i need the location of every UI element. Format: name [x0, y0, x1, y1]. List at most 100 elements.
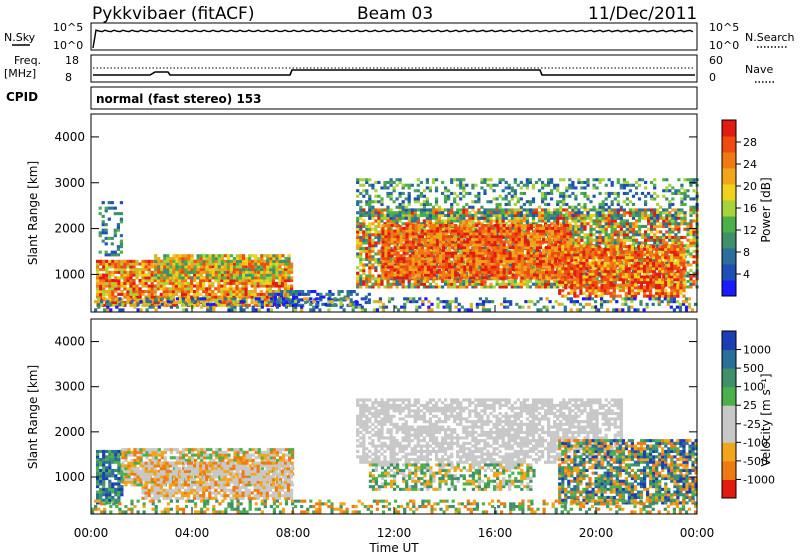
power-cell: [126, 287, 130, 291]
power-cell: [481, 251, 485, 255]
power-cell: [619, 219, 623, 223]
power-cell: [359, 230, 363, 234]
power-cell: [523, 273, 527, 277]
power-cell: [163, 257, 167, 261]
power-cell: [273, 301, 277, 305]
power-cell: [214, 301, 218, 305]
power-cell: [619, 208, 623, 212]
power-cell: [683, 282, 687, 286]
power-cell: [420, 224, 424, 228]
power-cell: [613, 238, 617, 242]
power-cell: [431, 255, 436, 259]
power-cell: [356, 266, 360, 270]
power-cell: [542, 251, 546, 255]
power-cell: [232, 259, 237, 263]
power-cell: [659, 230, 663, 234]
power-cell: [435, 246, 440, 250]
power-cell: [656, 208, 660, 212]
power-cell: [668, 227, 672, 231]
power-cell: [535, 262, 540, 266]
power-cell: [454, 248, 458, 252]
power-cell: [253, 279, 257, 283]
power-cell: [529, 273, 533, 277]
power-cell: [565, 227, 569, 231]
power-cell: [147, 284, 151, 288]
power-cell: [226, 268, 230, 272]
power-cell: [377, 282, 381, 286]
power-cell: [535, 276, 540, 280]
power-cell: [425, 219, 429, 223]
power-cell: [374, 266, 378, 270]
power-cell: [513, 219, 517, 223]
power-cell: [417, 243, 421, 247]
power-cell: [484, 265, 488, 269]
power-cell: [472, 273, 476, 277]
power-cell: [438, 257, 443, 261]
power-cell: [196, 281, 200, 285]
power-cell: [538, 276, 543, 280]
power-cell: [117, 301, 121, 305]
beam-title: Beam 03: [357, 4, 433, 24]
power-cell: [532, 259, 537, 263]
power-cell: [475, 224, 479, 228]
power-cell: [580, 224, 584, 228]
power-cell: [429, 243, 434, 247]
power-cell: [411, 268, 415, 272]
power-cell: [365, 255, 369, 259]
power-cell: [241, 290, 245, 294]
power-cell: [495, 213, 499, 217]
power-cell: [349, 290, 353, 294]
power-cell: [622, 224, 626, 228]
power-cell: [640, 208, 645, 212]
power-cell: [141, 270, 145, 274]
power-cell: [469, 262, 473, 266]
power-cell: [322, 295, 326, 299]
power-cell: [105, 290, 109, 294]
power-cell: [159, 292, 163, 296]
power-cell: [499, 237, 503, 241]
power-cell: [466, 248, 470, 252]
power-cell: [211, 292, 215, 296]
power-cell: [571, 279, 575, 283]
power-cell: [205, 262, 209, 266]
power-cell: [453, 219, 457, 223]
power-cell: [274, 303, 278, 307]
power-cell: [484, 243, 488, 247]
power-cell: [674, 238, 678, 242]
power-cell: [514, 232, 518, 236]
power-cell: [692, 208, 696, 212]
power-cell: [235, 279, 239, 283]
power-cell: [537, 211, 542, 215]
power-cell: [253, 292, 257, 296]
power-cell: [356, 230, 360, 234]
power-cell: [393, 224, 397, 228]
power-cell: [444, 246, 448, 250]
power-cell: [202, 301, 206, 305]
power-cell: [368, 249, 372, 253]
power-cell: [574, 238, 578, 242]
power-cell: [595, 224, 599, 228]
power-cell: [429, 232, 434, 236]
power-cell: [183, 298, 188, 302]
power-cell: [447, 279, 451, 283]
power-cell: [356, 227, 360, 231]
power-cell: [541, 219, 545, 223]
power-cell: [408, 265, 412, 269]
power-cell: [138, 287, 142, 291]
power-cell: [432, 237, 437, 241]
power-cell: [396, 254, 400, 258]
power-cell: [235, 303, 239, 307]
power-cell: [278, 270, 282, 274]
power-cell: [478, 259, 482, 263]
power-cell: [163, 259, 167, 263]
power-cell: [405, 235, 409, 239]
power-cell: [523, 226, 527, 230]
power-cell: [123, 281, 127, 285]
power-cell: [619, 244, 623, 248]
power-cell: [359, 241, 363, 245]
power-cell: [202, 268, 206, 272]
power-cell: [129, 284, 133, 288]
power-cell: [604, 216, 608, 220]
power-cell: [471, 213, 475, 217]
power-cell: [232, 257, 237, 261]
